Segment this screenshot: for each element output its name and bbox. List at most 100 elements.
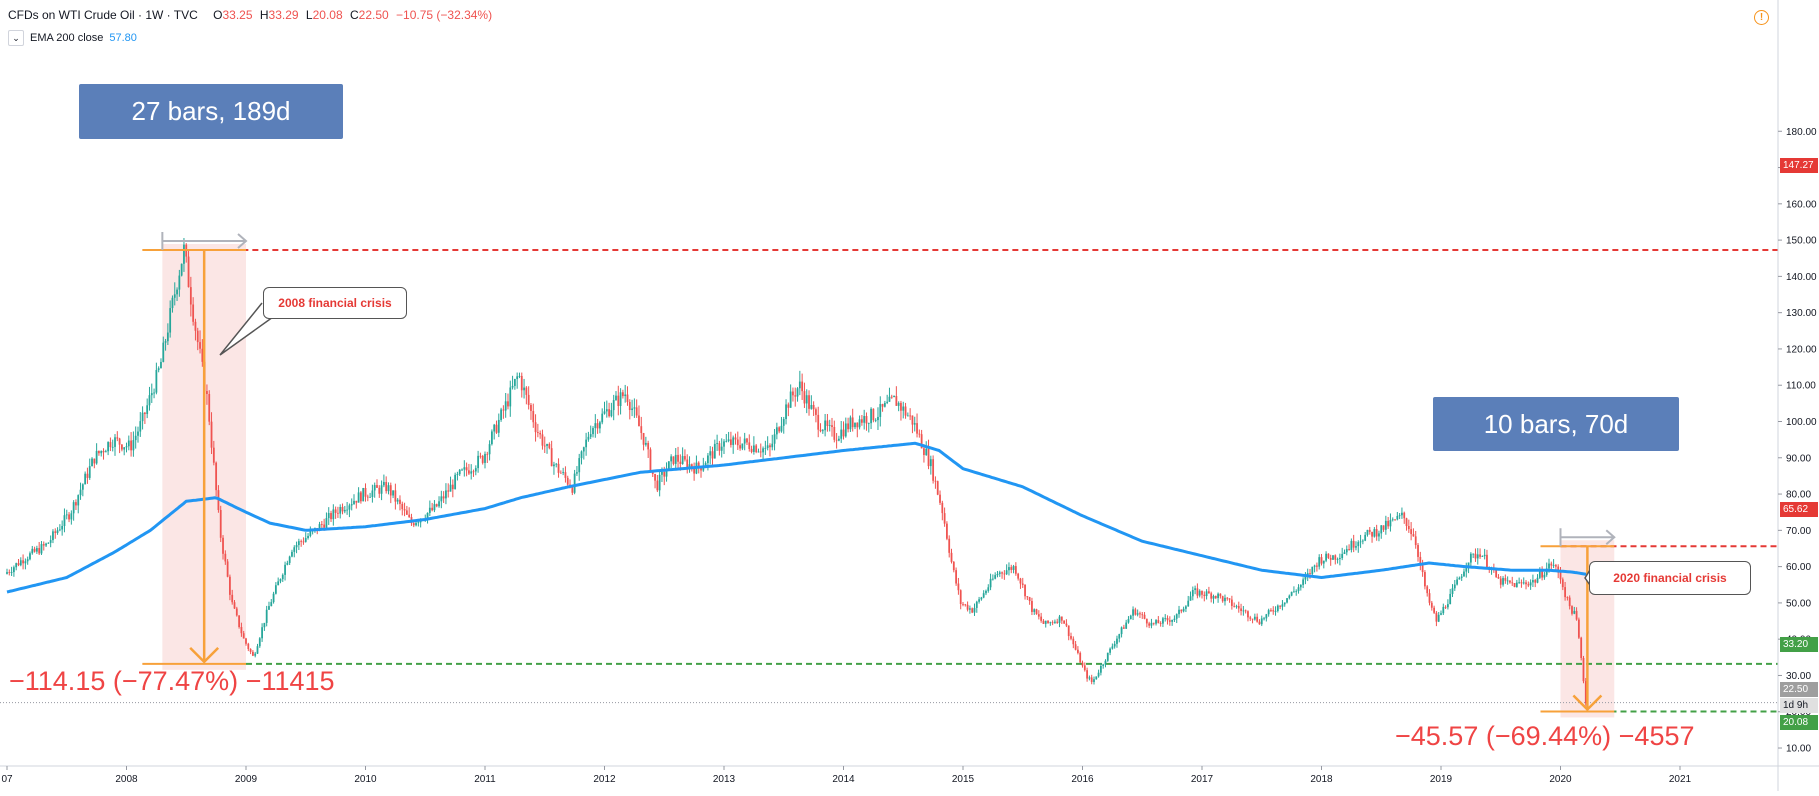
candle-body [1394, 519, 1396, 521]
candle-body [1040, 616, 1043, 621]
candle-body [1263, 618, 1265, 620]
candle-body [1368, 529, 1371, 532]
candle-body [1316, 565, 1318, 567]
candle-body [534, 422, 537, 433]
candle-body [1483, 554, 1486, 557]
candle-body [1081, 662, 1084, 666]
candle-body [403, 509, 406, 511]
candle-body [511, 385, 514, 388]
candle-body [456, 474, 459, 475]
alert-icon[interactable]: ! [1754, 10, 1769, 25]
low-value: 20.08 [312, 8, 343, 22]
indicator-label[interactable]: EMA 200 close [30, 32, 104, 44]
candle-body [1272, 610, 1275, 612]
candle-body [736, 439, 739, 446]
candle-body [114, 437, 116, 447]
candle-body [1481, 556, 1484, 557]
price-tick-label: 160.00 [1786, 199, 1817, 210]
candle-body [479, 455, 482, 457]
candle-body [139, 421, 142, 432]
indicator-value: 57.80 [109, 32, 137, 44]
candle-body [1566, 597, 1569, 598]
candle-body [1515, 582, 1518, 588]
price-tick-label: 30.00 [1786, 671, 1811, 682]
candle-body [1242, 610, 1245, 612]
candle-body [274, 585, 277, 594]
candle-body [449, 484, 452, 492]
time-tick-label: 2013 [713, 774, 736, 785]
range-label-2020[interactable]: 10 bars, 70d [1433, 397, 1679, 451]
candle-body [656, 480, 659, 491]
candle-body [989, 578, 992, 588]
candle-body [435, 504, 438, 507]
candle-body [1424, 572, 1426, 587]
candle-body [985, 590, 987, 594]
candle-body [1012, 566, 1015, 570]
candle-body [902, 406, 905, 411]
candle-body [461, 469, 463, 471]
candle-body [1210, 593, 1213, 599]
candle-body [180, 263, 183, 276]
candle-body [628, 402, 631, 411]
candle-body [612, 400, 615, 411]
callout-pointer-2008 [219, 302, 274, 356]
candle-body [867, 423, 870, 424]
candle-body [12, 567, 15, 573]
candle-body [56, 530, 59, 533]
candle-body [490, 431, 493, 445]
candle-body [835, 439, 838, 441]
candle-body [1446, 604, 1449, 608]
candle-body [559, 472, 562, 474]
candle-body [1104, 660, 1107, 665]
range-label-2008[interactable]: 27 bars, 189d [79, 84, 343, 139]
candle-body [463, 467, 466, 470]
candle-body [909, 415, 912, 417]
candle-body [555, 463, 558, 465]
candle-body [840, 429, 843, 439]
candle-body [1577, 619, 1580, 638]
callout-2008-crisis[interactable]: 2008 financial crisis [263, 287, 407, 319]
candle-body [778, 427, 781, 432]
candle-body [401, 503, 404, 510]
candle-body [143, 412, 146, 415]
bar-countdown: 1d 9h [1780, 698, 1818, 713]
candle-body [978, 599, 980, 602]
time-tick-label: 2021 [1669, 774, 1692, 785]
price-tick-label: 100.00 [1786, 417, 1817, 428]
candle-body [1407, 526, 1410, 530]
candle-body [927, 448, 930, 467]
candle-body [713, 443, 716, 459]
candle-body [633, 407, 636, 409]
candle-body [697, 462, 700, 469]
candle-body [91, 458, 93, 467]
symbol-title[interactable]: CFDs on WTI Crude Oil · 1W · TVC [8, 8, 198, 22]
time-tick-label: 2017 [1191, 774, 1214, 785]
candle-body [1162, 618, 1164, 624]
candle-body [658, 474, 661, 491]
candle-body [870, 408, 872, 424]
callout-2020-crisis[interactable]: 2020 financial crisis [1589, 561, 1751, 595]
candle-body [1219, 593, 1222, 597]
candle-body [860, 419, 863, 423]
candle-body [1286, 598, 1288, 603]
candle-body [826, 420, 829, 426]
candle-body [693, 467, 696, 474]
candle-body [251, 651, 254, 656]
candle-body [348, 505, 351, 510]
candle-body [1060, 616, 1063, 621]
candle-body [1476, 554, 1479, 559]
candle-body [1240, 608, 1242, 612]
candle-body [100, 450, 103, 454]
chevron-down-icon[interactable]: ⌄ [8, 30, 24, 46]
candle-body [263, 622, 266, 628]
candle-body [1159, 623, 1162, 625]
candle-body [946, 523, 948, 539]
candle-body [1148, 623, 1151, 626]
candle-body [576, 472, 578, 474]
candle-body [1543, 574, 1546, 578]
candle-body [1541, 571, 1544, 578]
candle-body [1571, 606, 1573, 614]
candle-body [10, 572, 13, 573]
candle-body [277, 581, 280, 586]
candle-body [594, 423, 597, 429]
